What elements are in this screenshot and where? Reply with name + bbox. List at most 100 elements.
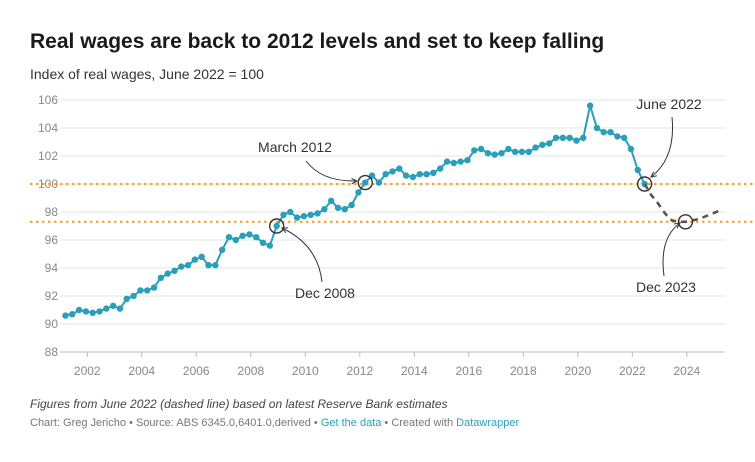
data-point xyxy=(212,262,219,269)
data-point xyxy=(82,308,90,315)
data-point xyxy=(580,134,587,141)
data-point xyxy=(178,263,185,270)
data-point xyxy=(518,148,526,155)
data-point xyxy=(491,151,498,158)
data-point xyxy=(314,210,321,217)
data-point xyxy=(253,234,260,241)
chart-note: Figures from June 2022 (dashed line) bas… xyxy=(30,397,448,411)
data-point xyxy=(546,140,553,147)
data-point xyxy=(627,145,635,153)
data-point xyxy=(259,239,267,246)
data-point xyxy=(552,134,560,141)
footer-credit: Chart: Greg Jericho • Source: ABS 6345.0… xyxy=(30,417,321,429)
data-point xyxy=(218,246,226,253)
data-point xyxy=(559,134,567,141)
x-tick-label: 2012 xyxy=(346,364,373,378)
x-tick-label: 2002 xyxy=(74,364,101,378)
annotation-label: March 2012 xyxy=(258,139,332,155)
data-point xyxy=(348,201,355,209)
x-tick-label: 2006 xyxy=(183,364,210,378)
annotation-label: Dec 2008 xyxy=(295,285,355,301)
annotation-arrow xyxy=(281,227,323,283)
data-point xyxy=(620,134,628,141)
data-point xyxy=(89,309,96,316)
annotation-highlight-circle xyxy=(677,214,694,230)
data-point xyxy=(62,312,69,319)
data-point xyxy=(184,262,192,269)
data-point xyxy=(539,141,546,148)
data-point xyxy=(103,305,110,312)
reference-lines xyxy=(30,182,755,223)
annotation-highlight-circle xyxy=(636,176,653,192)
data-point xyxy=(150,284,158,291)
y-tick-label: 96 xyxy=(45,233,59,247)
chart-footer: Chart: Greg Jericho • Source: ABS 6345.0… xyxy=(30,417,519,429)
data-point xyxy=(123,295,130,302)
data-point xyxy=(450,159,458,167)
datawrapper-link[interactable]: Datawrapper xyxy=(456,417,520,429)
data-point xyxy=(436,165,444,172)
data-point xyxy=(341,206,349,213)
data-point xyxy=(266,242,274,249)
data-point xyxy=(307,211,314,218)
data-point xyxy=(137,287,144,294)
annotation-highlight-circle xyxy=(357,174,373,191)
get-the-data-link[interactable]: Get the data xyxy=(320,417,382,429)
x-tick-label: 2010 xyxy=(292,364,319,378)
annotation-arrow xyxy=(305,160,358,182)
data-point xyxy=(198,253,205,260)
data-point xyxy=(416,171,423,178)
data-point xyxy=(389,168,396,175)
data-point xyxy=(232,236,239,244)
data-point xyxy=(293,214,301,221)
annotation-arrowhead xyxy=(280,227,289,234)
data-point xyxy=(471,147,478,154)
data-point xyxy=(409,173,417,181)
annotation-highlight-circle xyxy=(268,218,285,234)
data-point xyxy=(396,165,403,172)
annotation-arrowhead xyxy=(351,178,359,185)
data-point xyxy=(164,270,171,277)
data-point xyxy=(457,158,464,165)
x-tick-label: 2008 xyxy=(237,364,264,378)
data-point xyxy=(525,148,532,155)
data-point xyxy=(607,129,614,136)
data-point xyxy=(130,292,137,300)
chart-subtitle: Index of real wages, June 2022 = 100 xyxy=(30,66,264,82)
x-tick-label: 2004 xyxy=(128,364,155,378)
data-point xyxy=(423,171,430,178)
data-point xyxy=(334,204,342,211)
series-layer xyxy=(62,102,720,319)
x-tick-label: 2020 xyxy=(564,364,591,378)
data-point xyxy=(511,148,519,155)
data-point xyxy=(300,213,308,220)
data-point xyxy=(402,172,410,179)
data-point xyxy=(573,137,580,144)
data-point xyxy=(96,308,103,315)
data-point xyxy=(280,211,287,218)
y-tick-label: 106 xyxy=(38,93,58,107)
data-point xyxy=(109,302,117,309)
data-point xyxy=(287,208,294,216)
data-point xyxy=(225,234,233,241)
data-point xyxy=(327,197,335,204)
y-tick-label: 98 xyxy=(45,205,59,219)
y-tick-label: 90 xyxy=(45,317,59,331)
data-point xyxy=(362,179,369,186)
data-point xyxy=(464,157,471,164)
data-point xyxy=(321,206,328,213)
data-point xyxy=(239,232,246,239)
data-point xyxy=(586,102,594,109)
data-point xyxy=(355,189,362,196)
data-point xyxy=(600,129,607,136)
x-tick-label: 2022 xyxy=(619,364,646,378)
data-point xyxy=(382,171,389,178)
data-point xyxy=(443,158,451,165)
y-tick-label: 88 xyxy=(45,345,59,359)
data-point xyxy=(157,274,165,281)
data-point xyxy=(593,124,601,132)
data-point xyxy=(116,305,124,312)
